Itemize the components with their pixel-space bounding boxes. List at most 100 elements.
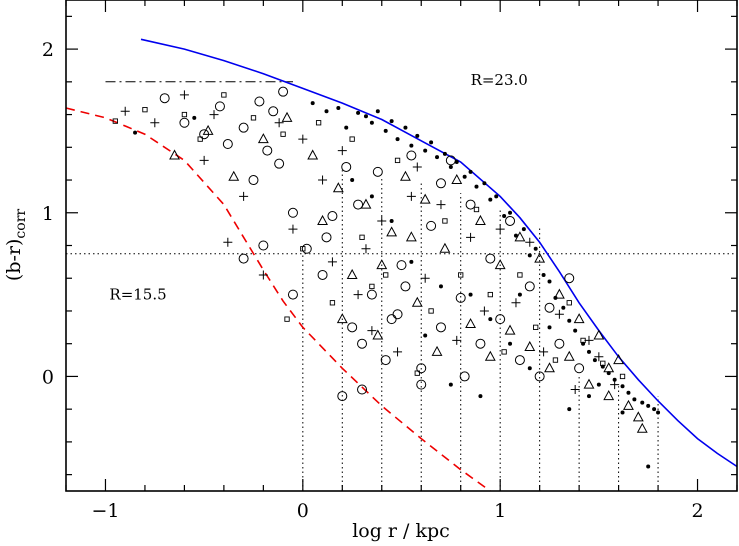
dot-point-27 xyxy=(494,194,499,199)
dot-point-17 xyxy=(429,140,434,145)
model-curves-layer xyxy=(65,38,738,492)
data-points-layer xyxy=(112,86,661,469)
triangle-point-27 xyxy=(553,288,565,299)
circle-point-43 xyxy=(544,302,555,313)
plus-point-1 xyxy=(150,118,160,128)
dot-point-2 xyxy=(310,101,315,106)
circle-point-39 xyxy=(505,215,516,226)
dot-point-49 xyxy=(640,400,645,405)
triangle-point-18 xyxy=(465,318,477,329)
triangle-point-15 xyxy=(431,345,443,356)
plus-point-24 xyxy=(511,298,521,308)
square-point-2 xyxy=(197,136,203,142)
circle-point-46 xyxy=(574,363,585,374)
dot-point-56 xyxy=(527,366,532,371)
dot-point-48 xyxy=(632,397,637,402)
triangle-point-35 xyxy=(632,411,644,422)
circle-point-20 xyxy=(347,322,358,333)
plus-point-30 xyxy=(594,352,604,362)
x-tick-label: 1 xyxy=(494,500,506,522)
plus-point-21 xyxy=(466,232,476,242)
square-point-15 xyxy=(428,308,434,314)
dot-point-24 xyxy=(474,184,479,189)
square-point-18 xyxy=(473,206,480,213)
triangle-point-39 xyxy=(336,313,348,324)
plus-point-28 xyxy=(570,385,580,395)
square-point-13 xyxy=(394,157,401,164)
square-point-12 xyxy=(383,272,389,278)
x-axis-label: log r / kpc xyxy=(352,520,450,542)
triangle-point-6 xyxy=(317,214,328,225)
plus-point-4 xyxy=(223,237,233,247)
square-point-22 xyxy=(533,324,539,330)
triangle-point-0 xyxy=(169,149,180,160)
dot-point-14 xyxy=(409,143,414,148)
circle-point-41 xyxy=(524,281,535,292)
plus-point-18 xyxy=(420,273,430,283)
dot-point-23 xyxy=(468,169,473,174)
dot-point-50 xyxy=(646,403,651,408)
circle-point-34 xyxy=(459,371,470,382)
plus-point-17 xyxy=(406,191,416,201)
triangle-point-1 xyxy=(202,124,214,135)
triangle-point-2 xyxy=(228,170,240,181)
dot-point-69 xyxy=(547,325,552,330)
triangle-point-7 xyxy=(332,182,344,193)
plus-point-6 xyxy=(239,191,249,201)
x-tick-label: 2 xyxy=(691,500,703,522)
circle-point-15 xyxy=(301,243,312,254)
triangle-point-28 xyxy=(563,350,575,361)
circle-point-36 xyxy=(475,338,486,349)
dot-point-66 xyxy=(448,382,453,387)
triangle-point-5 xyxy=(307,149,319,160)
dot-point-7 xyxy=(363,114,368,119)
annotation-r-15: R=15.5 xyxy=(109,286,166,304)
square-point-25 xyxy=(580,337,586,344)
triangle-point-19 xyxy=(475,214,486,225)
dot-point-71 xyxy=(620,410,625,415)
triangle-point-34 xyxy=(623,399,634,410)
dot-point-19 xyxy=(442,151,447,156)
dot-point-8 xyxy=(369,120,374,125)
dot-point-55 xyxy=(586,394,591,399)
triangle-point-23 xyxy=(514,231,526,242)
square-point-1 xyxy=(142,107,148,113)
triangle-point-31 xyxy=(593,329,605,340)
triangle-point-29 xyxy=(573,313,585,324)
triangle-point-38 xyxy=(376,259,388,270)
plus-point-3 xyxy=(209,110,219,120)
plus-point-23 xyxy=(495,224,505,234)
plus-point-15 xyxy=(377,216,387,226)
plus-point-33 xyxy=(412,162,422,172)
dot-point-39 xyxy=(573,328,578,333)
square-point-5 xyxy=(280,131,286,137)
x-tick-label: −1 xyxy=(91,500,119,522)
square-point-17 xyxy=(458,272,464,278)
triangle-point-33 xyxy=(613,354,625,365)
circle-point-29 xyxy=(416,363,427,374)
plus-point-8 xyxy=(288,224,298,234)
dot-point-65 xyxy=(423,333,428,338)
square-point-27 xyxy=(619,373,626,380)
dot-point-34 xyxy=(541,272,546,277)
circle-point-33 xyxy=(455,292,466,303)
dot-point-51 xyxy=(652,407,657,412)
circle-point-26 xyxy=(396,260,407,271)
dot-point-32 xyxy=(527,253,532,258)
circle-point-0 xyxy=(159,93,170,104)
dot-point-31 xyxy=(521,227,526,232)
dot-point-68 xyxy=(517,292,522,297)
plus-point-22 xyxy=(479,306,489,316)
circle-point-27 xyxy=(406,150,417,161)
circle-point-12 xyxy=(287,207,298,218)
triangle-point-12 xyxy=(400,170,411,181)
dot-point-60 xyxy=(438,284,443,289)
dot-point-52 xyxy=(656,410,661,415)
circle-point-5 xyxy=(238,122,249,133)
dot-point-22 xyxy=(462,174,467,179)
plus-point-14 xyxy=(367,326,377,336)
triangle-point-3 xyxy=(257,133,269,144)
triangle-point-32 xyxy=(603,390,615,401)
triangle-point-22 xyxy=(504,324,516,335)
square-point-19 xyxy=(487,291,493,298)
